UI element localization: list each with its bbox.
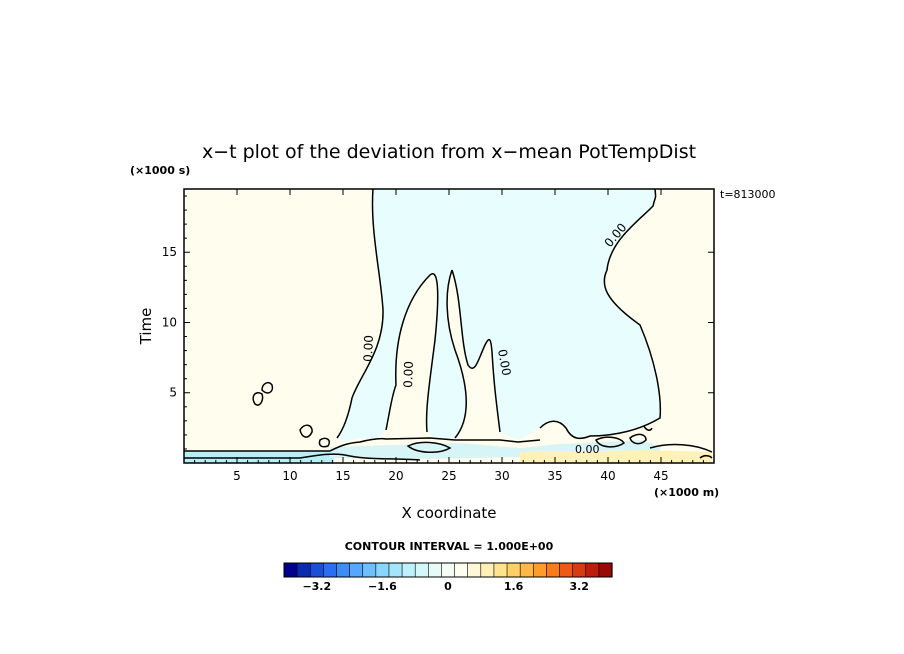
- x-tick-label: 10: [282, 469, 297, 483]
- time-stamp: t=813000: [720, 188, 776, 201]
- colorbar-swatch: [585, 562, 600, 578]
- x-unit-label: (×1000 m): [654, 486, 719, 499]
- colorbar-swatch: [375, 562, 390, 578]
- colorbar-swatch: [467, 562, 482, 578]
- y-tick-label: 15: [162, 245, 177, 259]
- colorbar-swatch: [283, 562, 298, 578]
- y-tick-label: 10: [162, 315, 177, 329]
- x-tick-label: 40: [600, 469, 615, 483]
- x-axis: 5 10 15 20 25 30 35 40 45: [194, 189, 704, 483]
- x-tick-label: 15: [335, 469, 350, 483]
- colorbar-swatch: [349, 562, 364, 578]
- contour-label: 0.00: [495, 348, 513, 377]
- colorbar-swatch: [598, 562, 613, 578]
- contour-label: 0.00: [401, 361, 416, 388]
- colorbar-swatch: [428, 562, 443, 578]
- negative-region: [337, 189, 661, 442]
- colorbar-swatch: [309, 562, 324, 578]
- colorbar-swatch: [454, 562, 469, 578]
- contour-label: 0.00: [575, 443, 600, 456]
- colorbar-swatch: [519, 562, 534, 578]
- colorbar-tick-label: 3.2: [569, 580, 589, 593]
- x-tick-label: 30: [494, 469, 509, 483]
- x-tick-label: 20: [388, 469, 403, 483]
- colorbar-tick-label: 1.6: [504, 580, 524, 593]
- y-unit-label: (×1000 s): [130, 164, 190, 177]
- colorbar-swatch: [441, 562, 456, 578]
- colorbar-swatch: [296, 562, 311, 578]
- colorbar-swatch: [323, 562, 338, 578]
- colorbar-swatch: [336, 562, 351, 578]
- colorbar-swatch: [532, 562, 548, 578]
- colorbar-swatch: [546, 562, 561, 578]
- colorbar-swatch: [401, 562, 416, 578]
- x-tick-label: 35: [547, 469, 562, 483]
- plot-area: 0.00 0.00 0.00 0.00 0.00: [183, 188, 715, 464]
- chart-title: x−t plot of the deviation from x−mean Po…: [202, 141, 696, 163]
- y-axis: 5 10 15: [162, 195, 714, 450]
- y-axis-label: Time: [137, 308, 155, 346]
- bottom-warm-band: [520, 450, 712, 463]
- zero-contours: [184, 188, 713, 461]
- colorbar-swatch: [414, 562, 429, 578]
- colorbar-tick-label: −3.2: [302, 580, 331, 593]
- contour-label: 0.00: [361, 335, 376, 362]
- colorbar-swatch: [559, 562, 574, 578]
- colorbar-swatch: [388, 562, 403, 578]
- colorbar-tick-label: 0: [444, 580, 452, 593]
- x-tick-label: 5: [233, 469, 241, 483]
- contour-interval-text: CONTOUR INTERVAL = 1.000E+00: [345, 540, 554, 553]
- colorbar-swatch: [493, 562, 508, 578]
- bottom-negative-strip: [184, 451, 334, 463]
- y-tick-label: 5: [169, 386, 177, 400]
- x-axis-label: X coordinate: [401, 504, 496, 522]
- x-tick-label: 25: [441, 469, 456, 483]
- colorbar-swatch: [572, 562, 587, 578]
- colorbar: −3.2 −1.6 0 1.6 3.2: [283, 562, 613, 593]
- colorbar-swatch: [506, 562, 521, 578]
- colorbar-swatch: [480, 562, 495, 578]
- x-tick-label: 45: [653, 469, 668, 483]
- colorbar-frame: [283, 562, 613, 578]
- colorbar-swatch: [362, 562, 377, 578]
- colorbar-tick-label: −1.6: [368, 580, 397, 593]
